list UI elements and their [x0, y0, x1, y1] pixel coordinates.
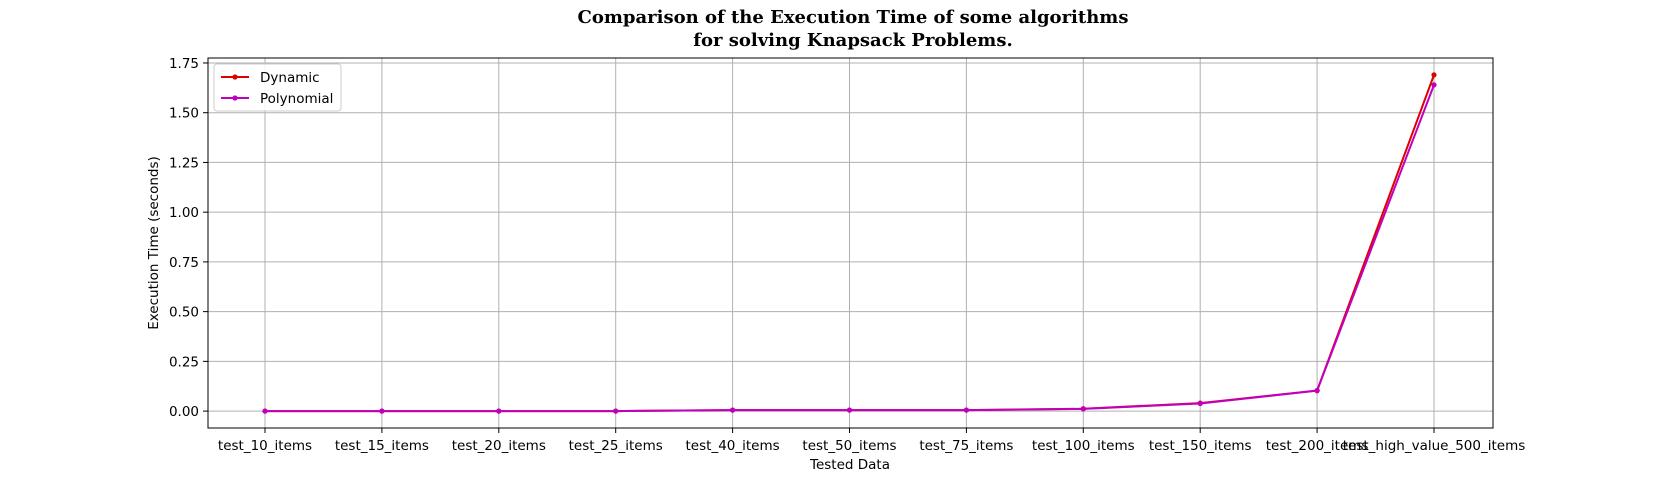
y-tick-label: 0.50 — [169, 305, 199, 321]
data-point-polynomial — [1197, 400, 1203, 407]
data-point-polynomial — [496, 408, 502, 414]
plot-area-frame — [207, 57, 1494, 429]
y-tick-label: 0.00 — [169, 404, 199, 420]
grid-lines — [208, 58, 1493, 428]
x-tick-label: test_75_items — [919, 438, 1013, 454]
series-group — [262, 72, 1437, 414]
x-axis-ticks: test_10_items test_15_items test_20_items t… — [218, 428, 1525, 454]
data-point-polynomial — [379, 408, 385, 414]
legend: Dynamic Polynomial — [213, 63, 342, 112]
legend-swatch-marker — [232, 95, 238, 101]
data-point-polynomial — [846, 407, 853, 413]
legend-label: Polynomial — [260, 91, 333, 107]
y-tick-label: 0.25 — [169, 354, 199, 370]
x-tick-label: test_150_items — [1149, 438, 1252, 454]
x-tick-label: test_25_items — [569, 438, 663, 454]
y-tick-label: 1.75 — [169, 56, 199, 72]
x-tick-label: test_100_items — [1032, 438, 1135, 454]
legend-swatch-marker — [232, 74, 238, 80]
data-point-polynomial — [613, 408, 619, 414]
chart-title-line-1: Comparison of the Execution Time of some… — [578, 7, 1129, 28]
legend-label: Dynamic — [260, 70, 320, 86]
data-point-polynomial — [262, 408, 268, 414]
y-axis-ticks: 0.00 0.25 0.50 0.75 1.00 1.25 1.50 1.75 — [169, 56, 208, 420]
y-tick-label: 1.50 — [169, 106, 199, 122]
x-axis-label: Tested Data — [809, 457, 890, 473]
data-point-polynomial — [730, 407, 736, 413]
x-tick-label: test_50_items — [802, 438, 896, 454]
y-tick-label: 1.00 — [169, 205, 199, 221]
y-tick-label: 0.75 — [169, 255, 199, 271]
x-tick-label: test_15_items — [335, 438, 429, 454]
data-point-polynomial — [963, 407, 970, 413]
y-tick-label: 1.25 — [169, 155, 199, 171]
x-tick-label: test_20_items — [452, 438, 546, 454]
x-tick-label: test_10_items — [218, 438, 312, 454]
chart-title-line-2: for solving Knapsack Problems. — [693, 30, 1013, 51]
data-point-polynomial — [1431, 82, 1437, 88]
data-point-polynomial — [1314, 388, 1320, 394]
x-tick-label: test_high_value_500_items — [1343, 438, 1526, 454]
x-tick-label: test_200_items — [1266, 438, 1369, 454]
legend-box — [213, 63, 342, 112]
data-point-dynamic — [1431, 72, 1437, 78]
y-axis-label: Execution Time (seconds) — [146, 156, 162, 330]
data-point-polynomial — [1080, 406, 1086, 412]
x-tick-label: test_40_items — [686, 438, 780, 454]
